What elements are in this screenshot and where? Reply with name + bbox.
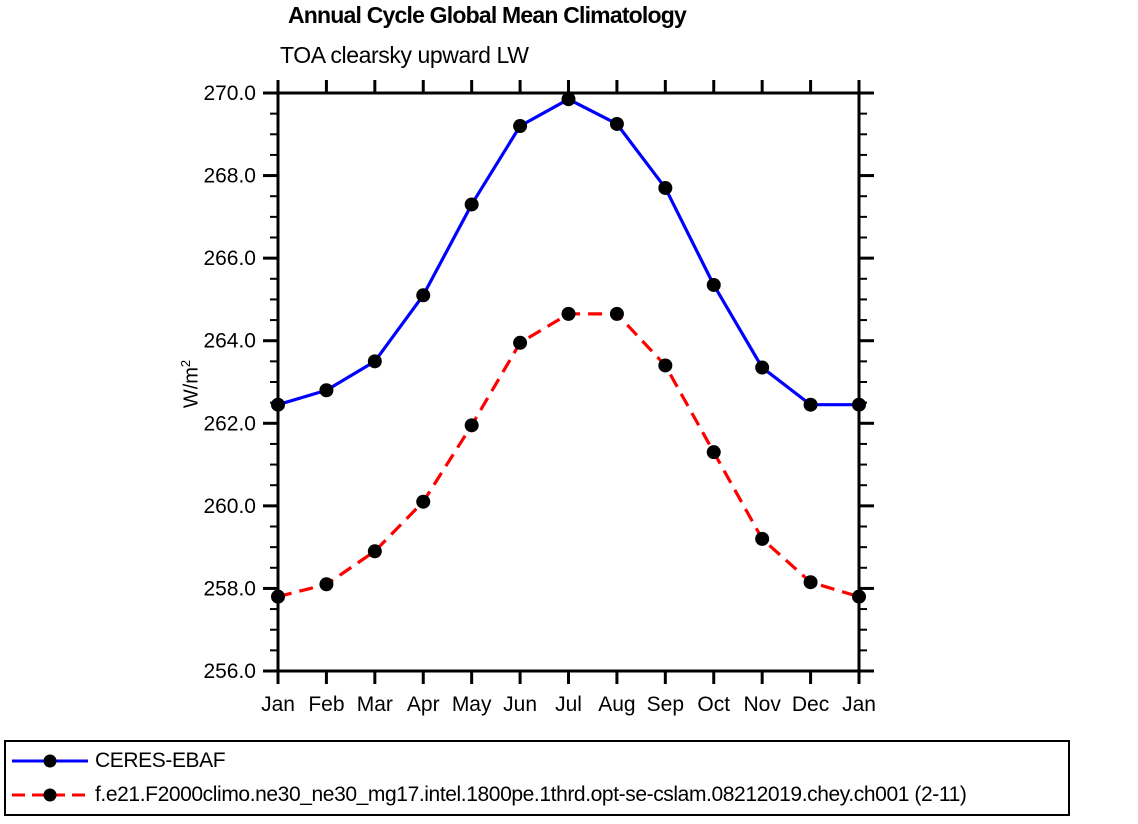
x-tick-label: Jan [842,693,876,716]
legend-model-marker [43,788,57,802]
x-tick-label: May [452,693,492,716]
legend-box: CERES-EBAF f.e21.F2000climo.ne30_ne30_mg… [4,740,1070,816]
legend-sample-solid-blue-line [12,754,88,768]
data-point-obs-Oct [706,277,721,292]
data-point-obs-Jun [513,119,528,134]
data-point-model-Jan [852,589,866,604]
data-point-model-Sep [658,358,673,373]
data-point-model-May [464,418,479,433]
data-point-model-Aug [609,306,624,321]
x-tick-label: Jan [261,693,295,716]
legend-label-model: f.e21.F2000climo.ne30_ne30_mg17.intel.18… [95,783,967,806]
data-point-model-Oct [706,445,721,460]
plot-frame [276,91,861,673]
legend-label-obs: CERES-EBAF [95,749,226,772]
legend-entry-model: f.e21.F2000climo.ne30_ne30_mg17.intel.18… [6,780,1068,810]
x-tick-label: Nov [743,693,781,716]
x-tick-label: Oct [697,693,730,716]
x-tick-label: Feb [308,693,344,716]
y-tick-label: 270.0 [203,82,256,105]
x-tick-label: Apr [407,693,440,716]
chart-subtitle: TOA clearsky upward LW [280,42,529,68]
data-point-model-Jul [561,306,576,321]
series-line-model [277,312,860,599]
x-tick-label: Dec [792,693,829,716]
data-point-obs-Feb [319,383,334,398]
y-tick-label: 264.0 [203,330,256,353]
data-point-model-Dec [803,575,818,590]
series-line-obs [277,97,859,407]
data-point-obs-Apr [416,288,431,303]
x-tick-label: Mar [357,693,393,716]
x-tick-label: Aug [598,693,635,716]
data-point-model-Jun [513,335,528,350]
chart-title: Annual Cycle Global Mean Climatology [287,2,687,28]
data-point-obs-Aug [609,116,624,131]
data-point-obs-Jan [852,397,866,412]
data-point-model-Feb [319,577,334,592]
y-tick-label: 262.0 [203,412,256,435]
data-point-obs-Sep [658,180,673,195]
data-point-model-Mar [367,544,382,559]
data-point-obs-Jul [561,92,576,107]
y-tick-label: 256.0 [203,660,256,683]
data-point-model-Apr [416,494,431,509]
legend-entry-obs: CERES-EBAF [6,746,1068,776]
data-point-obs-Jan [271,397,285,412]
data-point-obs-Mar [367,354,382,369]
y-tick-label: 260.0 [203,495,256,518]
y-tick-label: 268.0 [203,165,256,188]
x-tick-label: Jul [555,693,582,716]
x-tick-label: Jun [503,693,537,716]
legend-obs-marker [43,754,57,768]
x-tick-label: Sep [647,693,684,716]
data-point-model-Nov [755,531,770,546]
data-point-model-Jan [271,589,285,604]
plot-area: 256.0 258.0 260.0 262.0 264.0 266.0 268.0 270.0… [203,80,876,716]
y-tick-label: 266.0 [203,247,256,270]
y-tick-label: 258.0 [203,577,256,600]
data-point-obs-Dec [803,397,818,412]
legend-sample-dashed-red-line [12,788,88,802]
data-point-obs-Nov [755,360,770,375]
data-point-obs-May [464,197,479,212]
